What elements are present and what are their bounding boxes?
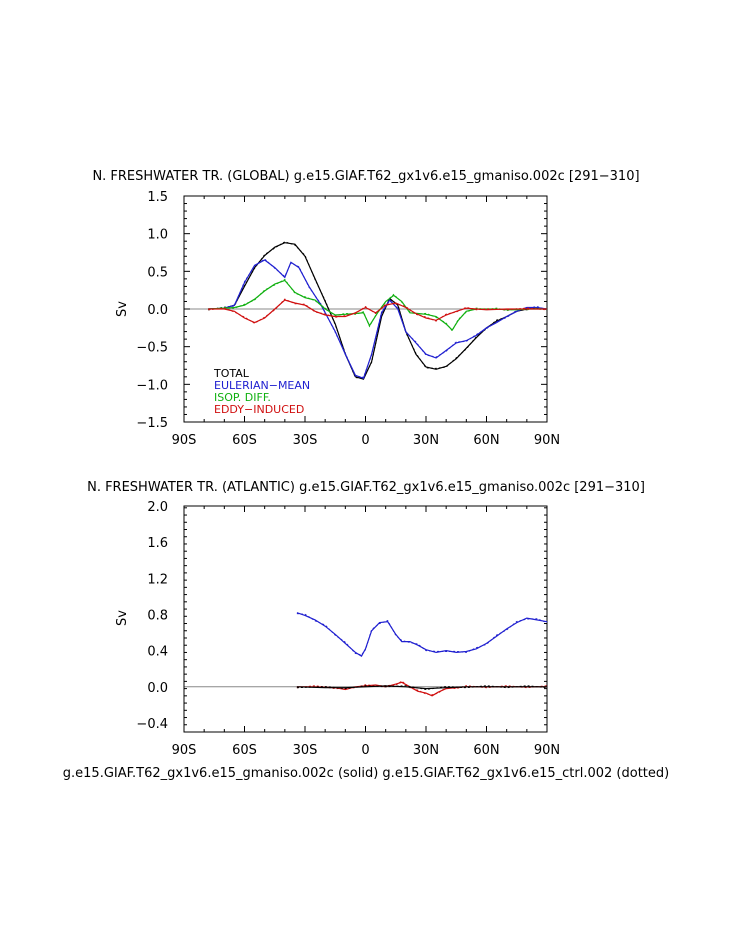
- global-y-tick-label: 1.0: [147, 228, 168, 243]
- atlantic-y-tick-label: −0.4: [136, 717, 168, 732]
- atlantic-title: N. FRESHWATER TR. (ATLANTIC) g.e15.GIAF.…: [87, 480, 645, 495]
- atlantic-plot-area: 90S 60S 30S 0 30N 60N 90N −0.4 0.0 0.4 0.8 1.2 1.6 2.…: [136, 500, 560, 758]
- legend-eulerian: EULERIAN−MEAN: [214, 379, 310, 392]
- atlantic-y-tick-label: 0.0: [147, 681, 168, 696]
- global-title: N. FRESHWATER TR. (GLOBAL) g.e15.GIAF.T6…: [92, 169, 639, 184]
- atlantic-y-tick-label: 1.6: [147, 536, 168, 551]
- global-legend: TOTAL EULERIAN−MEAN ISOP. DIFF. EDDY−IND…: [213, 367, 310, 416]
- global-panel: N. FRESHWATER TR. (GLOBAL) g.e15.GIAF.T6…: [92, 169, 639, 448]
- atlantic-x-tick-label: 30N: [413, 743, 439, 758]
- atlantic-x-tick-label: 60N: [473, 743, 499, 758]
- atlantic-y-tick-label: 0.8: [147, 608, 168, 623]
- global-plot-area: 90S 60S 30S 0 30N 60N 90N −1.5 −1.0 −0.5 0.0 0.5 1.0…: [136, 190, 560, 448]
- global-y-tick-label: 0.0: [147, 303, 168, 318]
- global-y-tick-label: −1.0: [136, 378, 168, 393]
- footer-caption: g.e15.GIAF.T62_gx1v6.e15_gmaniso.002c (s…: [63, 766, 669, 781]
- atlantic-x-tick-label: 0: [361, 743, 369, 758]
- global-y-tick-label: 1.5: [147, 190, 168, 205]
- global-series-eddy-induced-control: [208, 298, 548, 324]
- global-series-eulerian-mean: [208, 259, 548, 380]
- atlantic-series-total-control: [296, 685, 548, 691]
- global-series-eddy-induced: [208, 299, 547, 324]
- global-x-tick-label: 30N: [413, 433, 439, 448]
- legend-isop: ISOP. DIFF.: [214, 391, 271, 404]
- global-series-isop-diff: [208, 279, 547, 332]
- atlantic-y-tick-label: 1.2: [147, 572, 168, 587]
- legend-eddy: EDDY−INDUCED: [214, 403, 304, 416]
- atlantic-frame: [183, 505, 548, 733]
- global-x-tick-label: 30S: [293, 433, 318, 448]
- atlantic-panel: N. FRESHWATER TR. (ATLANTIC) g.e15.GIAF.…: [87, 480, 645, 758]
- global-x-tick-label: 90N: [534, 433, 560, 448]
- atlantic-y-tick-label: 0.4: [147, 645, 168, 660]
- global-x-tick-label: 60S: [232, 433, 257, 448]
- global-x-tick-label: 90S: [172, 433, 197, 448]
- global-y-tick-label: −1.5: [136, 416, 168, 431]
- atlantic-x-tick-label: 90N: [534, 743, 560, 758]
- global-series-isop-diff-control: [208, 278, 548, 332]
- atlantic-ylabel: Sv: [115, 610, 130, 626]
- atlantic-y-tick-label: 2.0: [147, 500, 168, 515]
- global-x-tick-label: 0: [361, 433, 369, 448]
- global-x-tick-label: 60N: [473, 433, 499, 448]
- global-ylabel: Sv: [115, 301, 130, 317]
- global-series-eulerian-mean-control: [208, 258, 548, 378]
- legend-total: TOTAL: [213, 367, 250, 380]
- atlantic-x-tick-label: 60S: [232, 743, 257, 758]
- atlantic-x-tick-label: 30S: [293, 743, 318, 758]
- global-y-tick-label: 0.5: [147, 265, 168, 280]
- global-y-tick-label: −0.5: [136, 341, 168, 356]
- atlantic-series-eulerian-mean: [296, 612, 548, 657]
- atlantic-x-tick-label: 90S: [172, 743, 197, 758]
- atlantic-series-total: [296, 685, 547, 690]
